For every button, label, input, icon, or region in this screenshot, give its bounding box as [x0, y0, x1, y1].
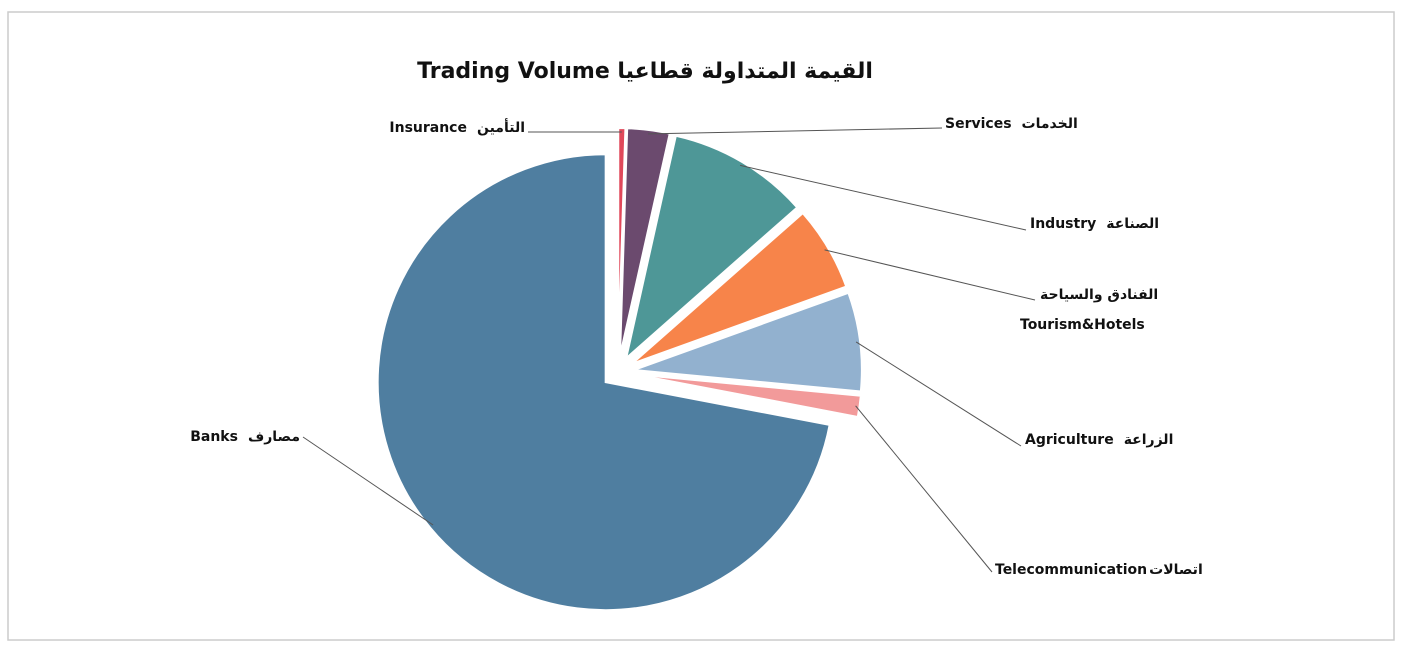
leader-line — [824, 249, 1036, 301]
pie-slice — [376, 153, 831, 612]
label-en: Banks — [190, 429, 238, 445]
slice-label: Insurance التأمين — [389, 118, 525, 136]
slice-label: Industry الصناعة — [1030, 216, 1159, 232]
pie-slice — [624, 134, 799, 362]
slice-label: Telecommunication اتصالات — [995, 562, 1203, 578]
leader-line — [302, 436, 434, 526]
pie-slice — [631, 211, 848, 365]
slice-label-ar: الفنادق والسياحة — [1040, 287, 1158, 303]
label-ar: مصارف — [248, 429, 300, 445]
slice-label: Tourism&Hotels — [1020, 317, 1145, 333]
pie-slice — [633, 291, 863, 393]
slice-label: Services الخدمات — [945, 116, 1078, 132]
label-en: Insurance — [389, 120, 467, 136]
label-en: Telecommunication — [995, 562, 1147, 578]
label-ar: الخدمات — [1022, 116, 1078, 132]
leader-line — [855, 405, 993, 573]
label-en: Agriculture — [1025, 432, 1114, 448]
leader-line — [648, 127, 943, 135]
label-en: Services — [945, 116, 1012, 132]
pie-slice — [617, 127, 627, 357]
slice-label: Agriculture الزراعة — [1025, 432, 1173, 448]
leader-line — [855, 341, 1022, 447]
label-ar: الزراعة — [1124, 432, 1174, 448]
label-ar: التأمين — [477, 118, 525, 136]
chart-title: Trading Volume القيمة المتداولة قطاعيا — [417, 59, 873, 84]
pie-slice — [633, 373, 862, 419]
slice-label: Banks مصارف — [190, 429, 300, 445]
label-ar: الصناعة — [1106, 216, 1159, 232]
label-en: Industry — [1030, 216, 1096, 232]
label-ar: اتصالات — [1149, 562, 1203, 578]
leader-line — [740, 164, 1027, 231]
